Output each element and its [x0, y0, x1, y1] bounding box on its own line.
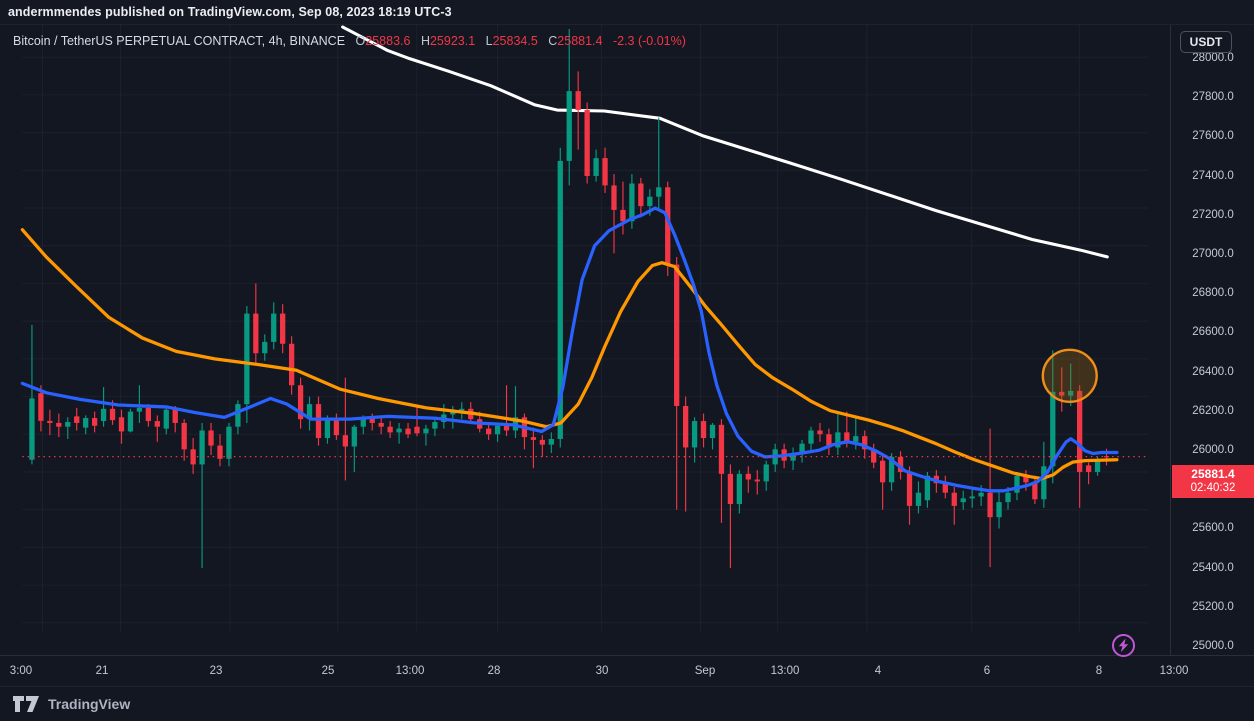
time-tick-label: 30 — [595, 665, 609, 677]
time-tick-label: 25 — [321, 665, 335, 677]
candlestick-chart[interactable] — [0, 25, 1170, 655]
price-tick-label: 25600.0 — [1192, 522, 1234, 535]
open-label: O — [355, 34, 366, 48]
time-axis[interactable]: 3:00 21 23 25 13:00 28 30 Sep 13:00 4 6 8 13:00 — [0, 655, 1254, 686]
bar-countdown: 02:40:32 — [1190, 481, 1236, 494]
high-value: 25923.1 — [429, 34, 476, 48]
price-tick-label: 27000.0 — [1192, 248, 1234, 260]
last-price-tag: 25881.4 02:40:32 — [1172, 464, 1254, 498]
time-tick-label: 13:00 — [770, 665, 800, 677]
time-tick-label: 23 — [209, 665, 223, 677]
ma-slow-white — [341, 25, 1109, 259]
price-tick-label: 27400.0 — [1192, 169, 1234, 182]
price-axis[interactable]: USDT 25881.4 02:40:32 28000.0 27800.0 2760… — [1170, 25, 1254, 655]
tradingview-wordmark[interactable]: TradingView — [48, 696, 131, 712]
time-tick-label: 6 — [983, 665, 991, 677]
highlight-ellipse-annotation[interactable] — [1041, 348, 1098, 403]
price-tick-label: 25000.0 — [1192, 640, 1234, 652]
price-tick-label: 27800.0 — [1192, 91, 1234, 104]
time-tick-label: 21 — [95, 665, 109, 677]
last-price-value: 25881.4 — [1191, 466, 1235, 481]
price-tick-label: 26400.0 — [1192, 365, 1234, 378]
price-tick-label: 26000.0 — [1192, 444, 1234, 456]
time-tick-label: 13:00 — [1159, 665, 1189, 677]
time-tick-label: 28 — [487, 665, 501, 677]
attribution-bar: andermmendes published on TradingView.co… — [0, 0, 1254, 25]
time-tick-label: 4 — [874, 665, 882, 677]
time-tick-label: Sep — [694, 665, 716, 677]
price-tick-label: 27600.0 — [1192, 130, 1234, 143]
time-tick-label: 13:00 — [395, 665, 425, 677]
footer-bar: TradingView — [0, 686, 1254, 721]
price-tick-label: 26800.0 — [1192, 287, 1234, 300]
low-label: L — [485, 34, 493, 48]
price-tick-label: 25400.0 — [1192, 561, 1234, 574]
attribution-text: andermmendes published on TradingView.co… — [8, 5, 452, 19]
ma-mid-orange — [20, 228, 1119, 481]
time-tick-label: 8 — [1095, 665, 1103, 677]
lightning-icon — [1118, 638, 1129, 653]
tradingview-logo-icon[interactable] — [13, 695, 40, 713]
ma-fast-blue — [20, 206, 1119, 493]
open-value: 25883.6 — [365, 34, 411, 48]
close-label: C — [548, 34, 558, 48]
currency-toggle-button[interactable]: USDT — [1180, 31, 1232, 53]
candles-layer — [29, 28, 1110, 569]
high-label: H — [420, 34, 430, 48]
price-tick-label: 26600.0 — [1192, 326, 1234, 339]
time-tick-label: 3:00 — [9, 665, 33, 677]
price-tick-label: 27200.0 — [1192, 208, 1234, 221]
close-value: 25881.4 — [557, 34, 603, 48]
price-tick-label: 28000.0 — [1192, 52, 1234, 64]
change-value: -2.3 (-0.01%) — [612, 34, 686, 48]
flash-publish-button[interactable] — [1112, 634, 1135, 657]
symbol-title: Bitcoin / TetherUS PERPETUAL CONTRACT, 4… — [13, 34, 346, 48]
chart-pane[interactable]: Bitcoin / TetherUS PERPETUAL CONTRACT, 4… — [0, 25, 1254, 657]
chart-legend: Bitcoin / TetherUS PERPETUAL CONTRACT, 4… — [13, 34, 686, 48]
price-tick-label: 25200.0 — [1192, 600, 1234, 613]
low-value: 25834.5 — [492, 34, 538, 48]
price-tick-label: 26200.0 — [1192, 404, 1234, 417]
